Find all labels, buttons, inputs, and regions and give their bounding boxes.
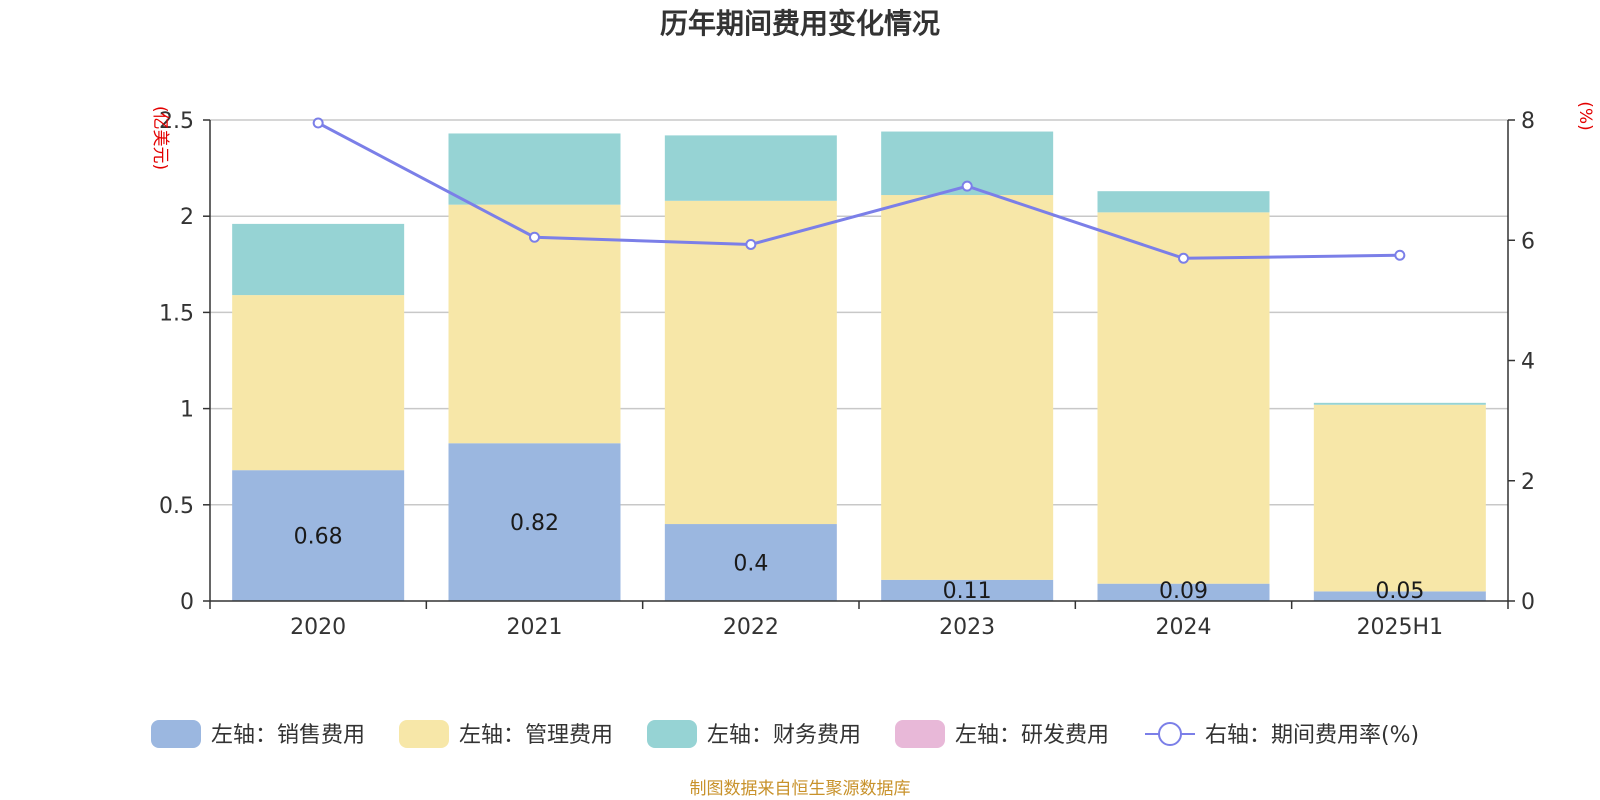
- rate-point: [745, 238, 757, 250]
- data-label: 0.09: [1159, 579, 1208, 604]
- bar-segment: [664, 200, 837, 525]
- right-tick-label: 6: [1521, 229, 1535, 254]
- left-tick-label: 0: [180, 590, 194, 615]
- bar-series: 0.68 0.82 0.4 0.11 0.09 0.05: [232, 131, 1486, 604]
- legend-label: 左轴：研发费用: [955, 723, 1109, 748]
- bar-segment: [448, 443, 621, 601]
- source-note: 制图数据来自恒生聚源数据库: [690, 779, 911, 799]
- x-tick-label: 2020: [290, 615, 346, 640]
- data-label: 0.4: [733, 552, 768, 577]
- legend-marker: [1158, 722, 1182, 746]
- legend-swatch: [895, 720, 945, 748]
- bar-segment: [1313, 404, 1486, 592]
- left-tick-label: 1.5: [159, 301, 194, 326]
- bar-segment: [232, 295, 405, 471]
- legend-swatch: [647, 720, 697, 748]
- x-tick-label: 2023: [939, 615, 995, 640]
- legend-swatch: [399, 720, 449, 748]
- data-label: 0.05: [1375, 579, 1424, 604]
- bar-segment: [1097, 212, 1270, 584]
- data-label: 0.82: [510, 511, 559, 536]
- right-axis-unit: (%): [1575, 101, 1595, 130]
- bar-segment: [1313, 591, 1486, 601]
- axes: 0 0.5 1 1.5 2 2.5 0 2 4 6 8 2020 2021 2022 2023 2024 202…: [150, 101, 1595, 640]
- x-tick-label: 2021: [507, 615, 563, 640]
- bar-segment: [232, 223, 405, 296]
- legend-label: 左轴：管理费用: [459, 723, 613, 748]
- rate-point: [1394, 249, 1406, 261]
- right-tick-label: 0: [1521, 590, 1535, 615]
- bar-segment: [664, 524, 837, 601]
- legend-swatch: [151, 720, 201, 748]
- bar-segment: [232, 470, 405, 601]
- bar-segment: [448, 133, 621, 205]
- rate-point: [312, 117, 324, 129]
- right-tick-label: 8: [1521, 109, 1535, 134]
- rate-line: [317, 121, 1400, 260]
- bar-segment: [664, 135, 837, 201]
- bar-segment: [1313, 402, 1486, 405]
- bar-segment: [448, 204, 621, 444]
- legend-label: 右轴：期间费用率(%): [1205, 723, 1419, 748]
- left-axis-unit: (亿美元): [150, 106, 170, 170]
- data-label: 0.68: [294, 525, 343, 550]
- rate-point: [1178, 252, 1189, 264]
- grid-lines: [210, 119, 1508, 506]
- rate-point: [529, 231, 540, 243]
- bar-segment: [881, 579, 1054, 601]
- bar-segment: [1097, 583, 1270, 601]
- right-tick-label: 4: [1521, 350, 1535, 375]
- legend: 左轴：销售费用 左轴：管理费用 左轴：财务费用 左轴：研发费用 右轴：期间费用率(%): [151, 720, 1419, 748]
- rate-point: [961, 180, 973, 192]
- right-tick-label: 2: [1521, 470, 1535, 495]
- bar-segment: [881, 195, 1054, 580]
- left-tick-label: 2.5: [159, 109, 194, 134]
- line-series: [312, 117, 1406, 264]
- data-label: 0.11: [943, 579, 992, 604]
- left-tick-label: 0.5: [159, 494, 194, 519]
- x-tick-label: 2022: [723, 615, 779, 640]
- x-tick-label: 2024: [1156, 615, 1212, 640]
- x-tick-label: 2025H1: [1357, 615, 1444, 640]
- bar-segment: [1097, 191, 1270, 213]
- left-tick-label: 2: [180, 205, 194, 230]
- legend-label: 左轴：销售费用: [211, 723, 365, 748]
- legend-label: 左轴：财务费用: [707, 723, 861, 748]
- left-tick-label: 1: [180, 398, 194, 423]
- chart-title: 历年期间费用变化情况: [660, 7, 940, 40]
